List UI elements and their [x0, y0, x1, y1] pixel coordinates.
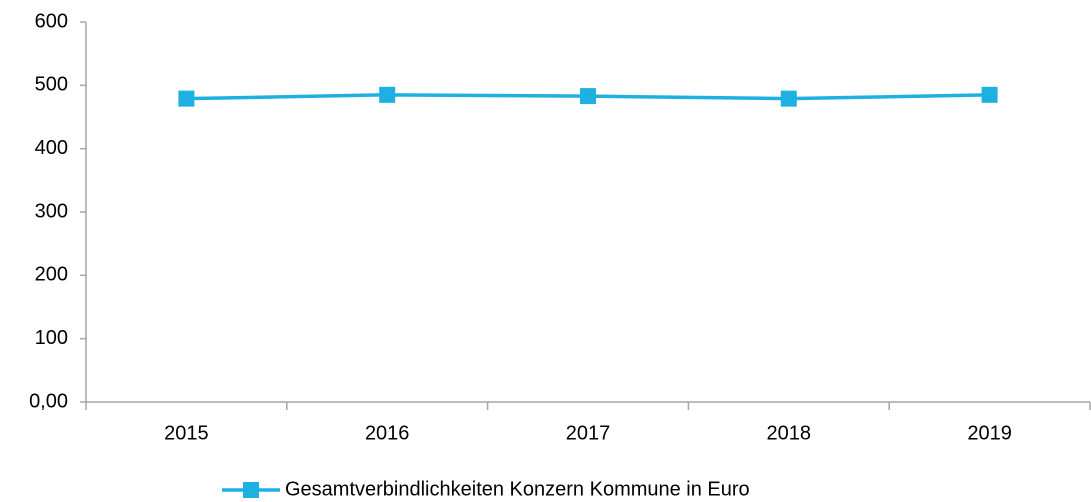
series-marker: [780, 90, 797, 107]
y-tick-label: 200: [35, 264, 68, 286]
series-marker: [981, 86, 998, 103]
series-marker: [379, 86, 396, 103]
y-tick-label: 600: [35, 10, 68, 32]
legend-marker: [243, 482, 259, 498]
x-tick-label: 2018: [767, 422, 812, 444]
y-tick-label: 0,00: [29, 390, 68, 412]
x-tick-label: 2017: [566, 422, 611, 444]
y-tick-label: 300: [35, 200, 68, 222]
series-marker: [580, 88, 596, 105]
x-tick-label: 2019: [967, 422, 1012, 444]
x-tick-label: 2016: [365, 422, 410, 444]
y-tick-label: 500: [35, 74, 68, 96]
x-tick-label: 2015: [164, 422, 209, 444]
y-tick-label: 400: [35, 137, 68, 159]
series-marker: [178, 90, 195, 107]
legend-label: Gesamtverbindlichkeiten Konzern Kommune …: [285, 478, 750, 500]
y-tick-label: 100: [35, 327, 68, 349]
